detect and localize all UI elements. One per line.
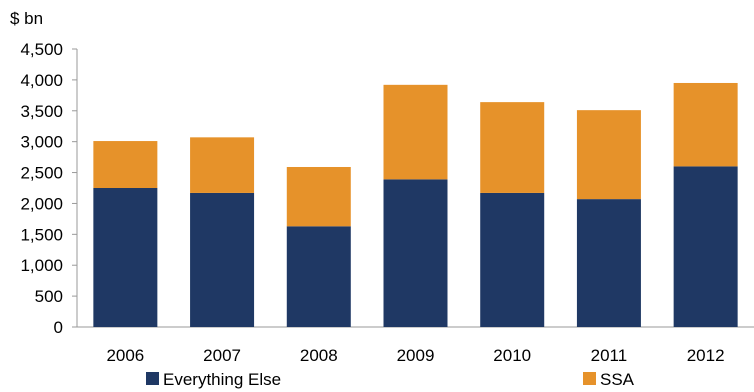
bar-ssa bbox=[93, 141, 158, 188]
bar-everything-else bbox=[383, 179, 448, 327]
bar-everything-else bbox=[576, 199, 641, 327]
y-tick-label: 3,000 bbox=[20, 133, 63, 152]
bar-ssa bbox=[480, 102, 545, 193]
x-tick-label: 2007 bbox=[203, 346, 241, 365]
legend: Everything Else SSA bbox=[146, 370, 635, 389]
x-tick-label: 2008 bbox=[300, 346, 338, 365]
legend-label: SSA bbox=[600, 370, 635, 389]
y-tick-label: 3,500 bbox=[20, 102, 63, 121]
y-tick-label: 500 bbox=[35, 287, 63, 306]
y-tick-label: 0 bbox=[54, 318, 63, 337]
bar-ssa bbox=[286, 166, 351, 227]
legend-swatch bbox=[146, 372, 159, 385]
x-tick-label: 2009 bbox=[397, 346, 435, 365]
x-tick-label: 2012 bbox=[687, 346, 725, 365]
y-tick-label: 1,000 bbox=[20, 256, 63, 275]
y-tick-label: 2,000 bbox=[20, 194, 63, 213]
x-tick-label: 2006 bbox=[106, 346, 144, 365]
x-tick-label: 2011 bbox=[591, 346, 628, 365]
legend-swatch bbox=[583, 372, 596, 385]
bar-everything-else bbox=[286, 226, 351, 327]
y-tick-label: 1,500 bbox=[20, 225, 63, 244]
bar-everything-else bbox=[93, 188, 158, 327]
bar-ssa bbox=[190, 137, 255, 193]
y-tick-label: 4,000 bbox=[20, 71, 63, 90]
bar-ssa bbox=[576, 110, 641, 200]
y-tick-label: 2,500 bbox=[20, 164, 63, 183]
bar-everything-else bbox=[673, 166, 738, 327]
x-tick-label: 2010 bbox=[493, 346, 531, 365]
bars bbox=[93, 82, 738, 327]
y-unit-label: $ bn bbox=[10, 9, 43, 28]
bar-ssa bbox=[383, 84, 448, 180]
bar-ssa bbox=[673, 82, 738, 167]
bar-everything-else bbox=[190, 192, 255, 327]
y-tick-label: 4,500 bbox=[20, 40, 63, 59]
legend-label: Everything Else bbox=[163, 370, 281, 389]
bar-everything-else bbox=[480, 192, 545, 327]
y-axis: 0 500 1,000 1,500 2,000 2,500 3,000 3,500 4,000 4… bbox=[20, 40, 78, 337]
x-axis: 2006 2007 2008 2009 2010 2011 2012 bbox=[77, 326, 754, 365]
